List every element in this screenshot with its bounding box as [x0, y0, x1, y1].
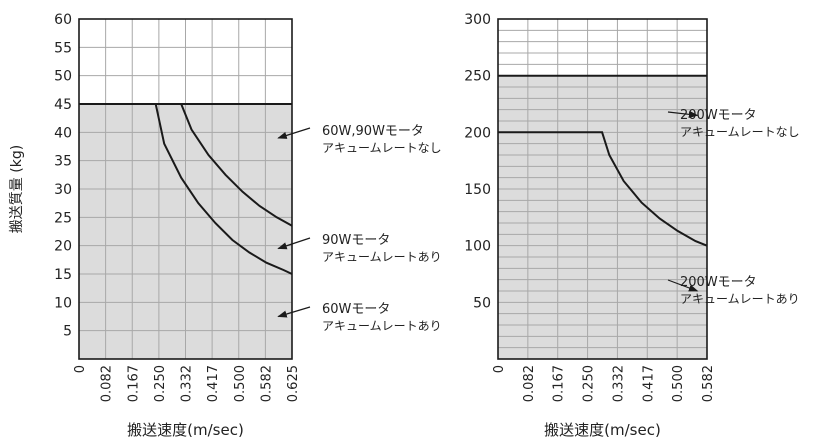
- chart2-annotation-subtitle: アキュームレートあり: [680, 292, 800, 306]
- chart2-annotation-title: 200Wモータ: [680, 108, 757, 123]
- chart2-annotation-arrow: [667, 110, 699, 118]
- chart1-y-tick-label: 5: [63, 324, 72, 340]
- chart2-x-tick-label: 0.500: [671, 365, 686, 402]
- chart1-y-tick-label: 45: [54, 97, 72, 113]
- chart2-x-axis-label: 搬送速度(m/sec): [544, 421, 661, 439]
- chart1-annotation-title: 60Wモータ: [322, 302, 390, 317]
- chart1-y-tick-label: 55: [54, 40, 72, 56]
- chart2-y-tick-label: 200: [464, 125, 491, 141]
- chart2-annotation-title: 200Wモータ: [680, 275, 757, 290]
- chart2-x-tick-label: 0.167: [552, 365, 567, 402]
- chart2-grid: [498, 19, 708, 359]
- chart2-y-tick-label: 100: [464, 239, 491, 255]
- chart2-y-tick-label: 50: [473, 295, 491, 311]
- chart2-y-tick-label: 150: [464, 182, 491, 198]
- chart1-series-line-3: [79, 103, 293, 275]
- chart1-y-tick-label: 25: [54, 210, 72, 226]
- chart1-y-tick-label: 10: [54, 295, 72, 311]
- chart1-annotation-title: 90Wモータ: [322, 233, 390, 248]
- chart1-annotation-subtitle: アキュームレートなし: [322, 141, 442, 155]
- chart2-y-tick-label: 300: [464, 12, 491, 28]
- chart1-x-tick-label: 0.250: [153, 365, 168, 402]
- chart1-y-tick-label: 30: [54, 182, 72, 198]
- chart1-x-tick-label: 0.082: [100, 365, 115, 402]
- chart2-x-tick-label: 0.417: [641, 365, 656, 402]
- chart1-y-tick-label: 20: [54, 239, 72, 255]
- chart2-allowable-area: [498, 75, 707, 360]
- chart1-y-tick-label: 40: [54, 125, 72, 141]
- chart1-x-tick-label: 0.500: [233, 365, 248, 402]
- chart1-x-tick-label: 0.625: [286, 365, 301, 402]
- chart1-y-tick-label: 50: [54, 69, 72, 85]
- chart1-series-line-2: [79, 103, 293, 227]
- chart1-x-tick-label: 0.167: [126, 365, 141, 402]
- chart1-annotation-title: 60W,90Wモータ: [322, 124, 424, 139]
- chart1-y-axis-label: 搬送質量 (kg): [9, 145, 25, 233]
- chart2-x-tick-label: 0.082: [522, 365, 537, 402]
- chart1-x-tick-label: 0.332: [180, 365, 195, 402]
- chart1-y-tick-label: 35: [54, 154, 72, 170]
- chart2-x-tick-label: 0.582: [701, 365, 716, 402]
- chart1-x-tick-label: 0.417: [206, 365, 221, 402]
- chart1-x-tick-label: 0: [73, 365, 88, 373]
- chart1-y-tick-label: 60: [54, 12, 72, 28]
- chart2-y-tick-label: 250: [464, 69, 491, 85]
- chart1-annotation-arrow: [277, 237, 311, 250]
- chart1-x-tick-label: 0.582: [259, 365, 274, 402]
- chart2-annotation-subtitle: アキュームレートなし: [680, 125, 800, 139]
- chart1-annotation-arrow: [277, 306, 311, 318]
- chart2-x-tick-label: 0: [492, 365, 507, 373]
- chart1-annotation-subtitle: アキュームレートあり: [322, 319, 442, 333]
- chart1-plot-frame: [78, 18, 293, 360]
- chart1-annotation-subtitle: アキュームレートあり: [322, 250, 442, 264]
- chart1-annotation-arrow: [277, 127, 311, 139]
- chart2-series-line-2: [498, 131, 708, 247]
- chart2-x-tick-label: 0.250: [582, 365, 597, 402]
- chart2-annotation-arrow: [667, 279, 699, 292]
- chart1-y-tick-label: 15: [54, 267, 72, 283]
- chart2-plot-frame: [497, 18, 708, 360]
- chart1-x-axis-label: 搬送速度(m/sec): [127, 421, 244, 439]
- chart2-x-tick-label: 0.332: [611, 365, 626, 402]
